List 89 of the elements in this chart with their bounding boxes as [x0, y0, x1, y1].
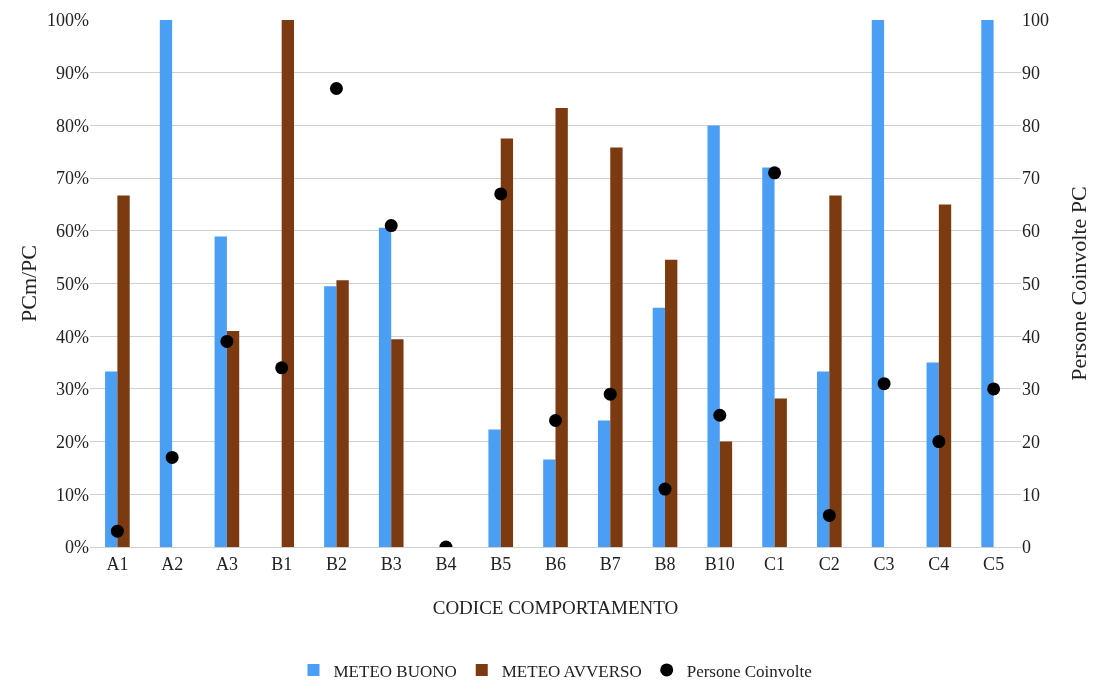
y-tick-label: 60% [56, 221, 89, 242]
bar [117, 195, 130, 547]
bar [391, 339, 404, 547]
bar [500, 138, 514, 547]
bar [774, 398, 787, 547]
point [329, 82, 343, 95]
y-tick-label: 80% [56, 115, 89, 136]
legend-label: METEO AVVERSO [501, 661, 642, 681]
bar [105, 371, 118, 547]
bar [938, 204, 952, 547]
bar [817, 371, 830, 547]
y-tick-label: 10% [56, 484, 89, 505]
bar [981, 20, 994, 547]
bar [762, 167, 775, 547]
y-tick-label: 30% [56, 379, 89, 400]
point [932, 435, 946, 449]
y-tick-label: 0% [65, 537, 89, 558]
x-tick-label: B5 [490, 553, 512, 574]
x-axis-title: CODICE COMPORTAMENTO [432, 597, 679, 618]
bar [829, 195, 842, 547]
point [384, 219, 398, 233]
y2-tick-label: 40 [1022, 326, 1040, 347]
y2-tick-label: 100 [1022, 10, 1049, 31]
point [658, 482, 672, 496]
x-tick-label: B2 [325, 553, 347, 574]
y2-axis-title: Persone Coinvolte PC [1066, 186, 1091, 381]
point [603, 387, 617, 401]
y-tick-label: 100% [47, 10, 89, 31]
legend-label: METEO BUONO [333, 661, 457, 681]
x-tick-label: C3 [873, 553, 895, 574]
y-tick-label: 40% [56, 326, 89, 347]
bar [707, 125, 720, 547]
bar [281, 20, 294, 547]
x-tick-label: A2 [161, 553, 184, 574]
bar [610, 147, 623, 547]
x-tick-label: B6 [544, 553, 567, 574]
bar [665, 259, 678, 547]
bar [159, 20, 173, 547]
point [877, 377, 891, 391]
x-tick-label: C5 [983, 553, 1005, 574]
y-tick-label: 20% [56, 431, 89, 452]
point [549, 414, 562, 428]
y2-tick-label: 90 [1022, 63, 1040, 83]
bar [719, 441, 733, 547]
point [165, 450, 179, 464]
x-tick-label: C4 [928, 553, 950, 574]
y-tick-label: 90% [56, 63, 89, 83]
x-tick-label: B1 [271, 553, 293, 574]
point [494, 187, 508, 201]
y2-tick-label: 30 [1022, 379, 1040, 400]
legend-label: Persone Coinvolte [686, 661, 812, 681]
x-tick-label: B7 [599, 553, 621, 574]
point [110, 524, 124, 538]
x-tick-label: C2 [818, 553, 840, 574]
bar [926, 362, 939, 547]
x-tick-label: B10 [704, 553, 735, 574]
y-tick-label: 70% [56, 168, 89, 189]
point [713, 408, 727, 422]
y2-tick-label: 10 [1022, 484, 1040, 505]
x-tick-label: A3 [215, 553, 238, 574]
point [220, 334, 234, 348]
x-tick-label: B8 [654, 553, 676, 574]
y2-tick-label: 60 [1022, 221, 1040, 242]
bar [543, 459, 556, 547]
y2-tick-label: 70 [1022, 168, 1040, 189]
y-tick-label: 50% [56, 273, 89, 294]
bar [226, 330, 240, 547]
x-tick-label: B4 [435, 553, 457, 574]
bar [488, 429, 501, 547]
bar [214, 236, 227, 547]
point [768, 166, 782, 180]
y-axis-title: PCm/PC [16, 244, 41, 323]
bar [652, 307, 666, 547]
bar [324, 286, 337, 547]
x-tick-label: B3 [380, 553, 402, 574]
y2-tick-label: 50 [1022, 273, 1040, 294]
y2-tick-label: 80 [1022, 115, 1040, 136]
point [822, 508, 836, 522]
point [275, 361, 289, 375]
y2-tick-label: 0 [1022, 537, 1031, 558]
bar [378, 227, 392, 547]
bar [555, 108, 568, 547]
bar [871, 20, 885, 547]
x-tick-label: C1 [764, 553, 786, 574]
y2-tick-label: 20 [1022, 431, 1040, 452]
bar [336, 280, 349, 547]
bar [597, 420, 611, 547]
x-tick-label: A1 [106, 553, 129, 574]
point [987, 382, 1001, 396]
